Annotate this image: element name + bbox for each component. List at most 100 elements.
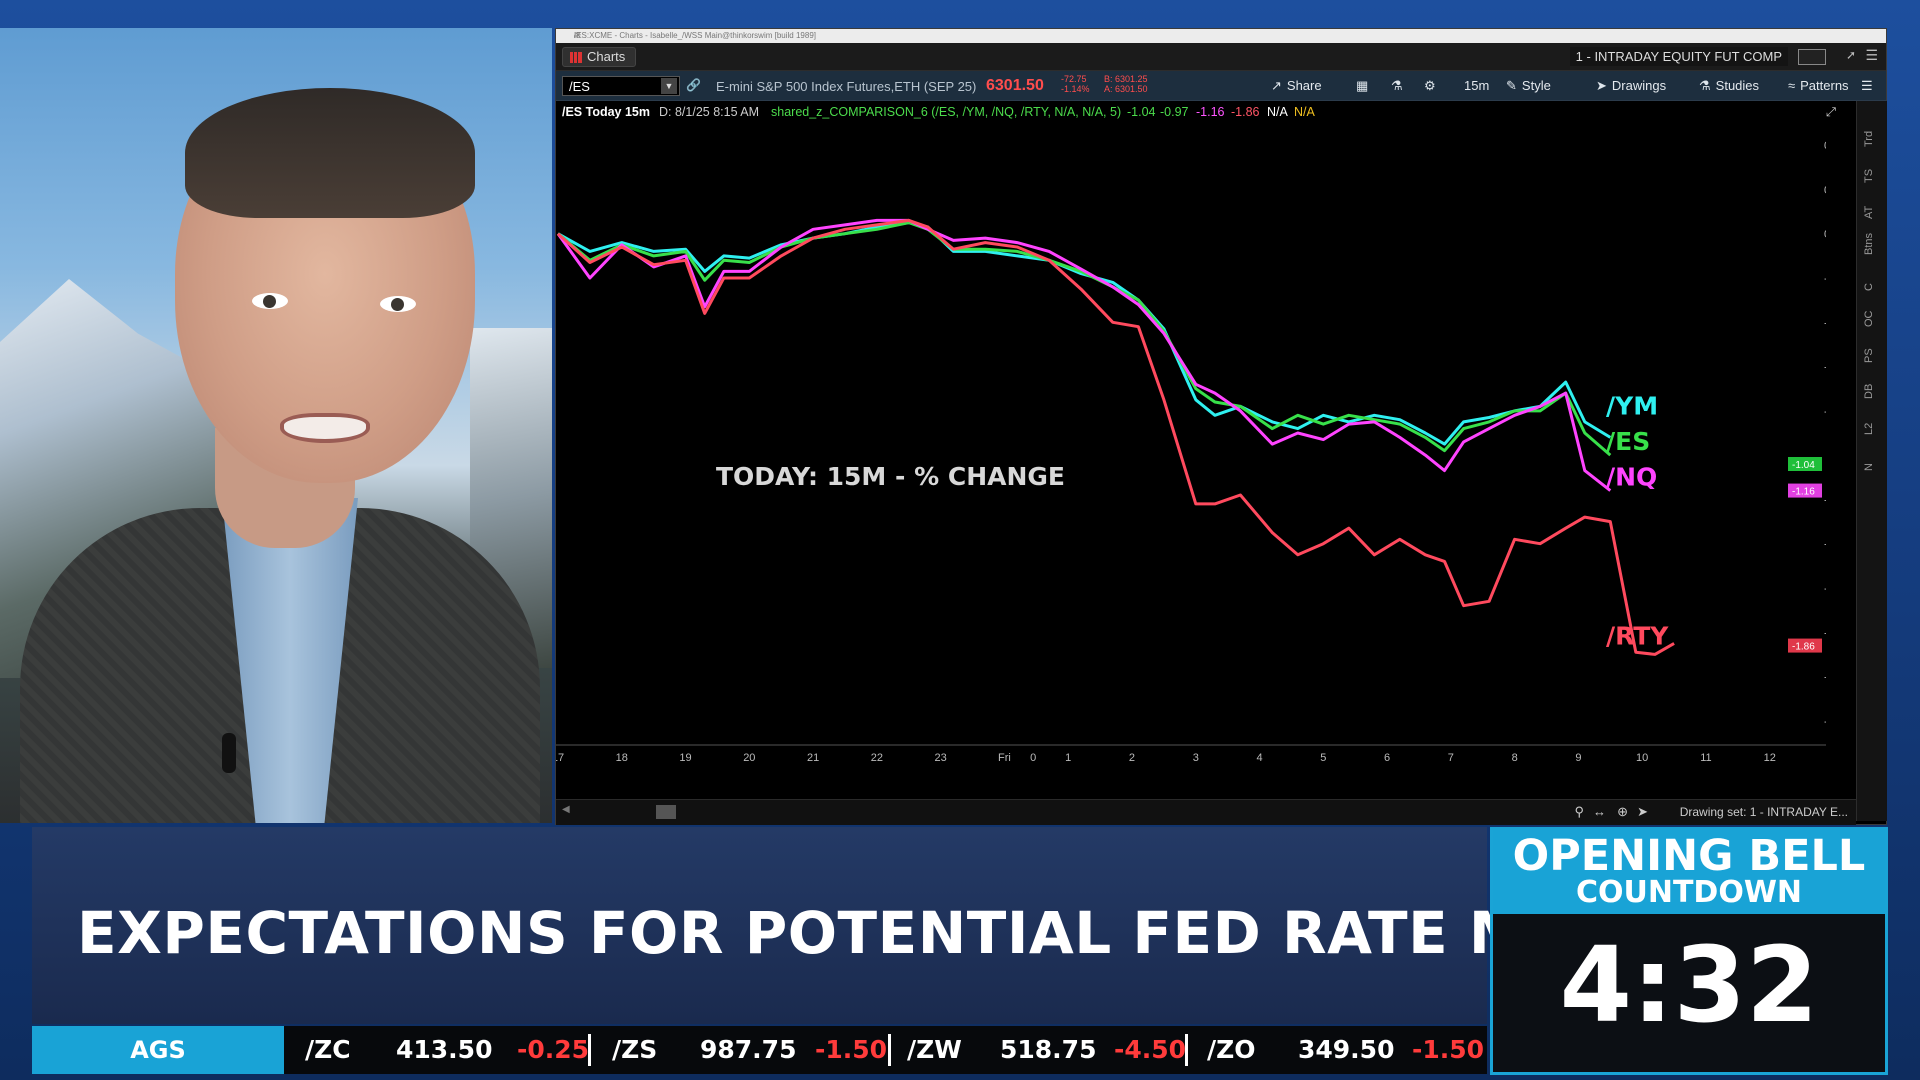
zoom-icon[interactable]: ⚲ (1574, 804, 1584, 819)
symbol-input[interactable]: /ES ▼ (562, 76, 680, 96)
x-tick-label: 0 (1030, 752, 1036, 764)
x-tick-label: 3 (1193, 752, 1199, 764)
share-button[interactable]: ↗ Share (1271, 78, 1322, 94)
side-tab-strip: Trd TS AT Btns C OC PS DB L2 N (1856, 101, 1887, 821)
studies-icon: ⚗ (1699, 78, 1711, 93)
side-tab-ts[interactable]: TS (1863, 168, 1875, 183)
ticker-divider (1185, 1034, 1188, 1066)
crosshair-icon[interactable]: ⊕ (1617, 804, 1628, 819)
last-price: 6301.50 (986, 77, 1044, 94)
series-line-ym[interactable] (557, 221, 1612, 446)
price-tag (1788, 457, 1822, 471)
drawing-set[interactable]: Drawing set: 1 - INTRADAY E... (1679, 805, 1848, 819)
studies-label: Studies (1715, 78, 1760, 93)
ticker-symbol: /ZO (1207, 1035, 1256, 1064)
link-icon[interactable]: 🔗 (686, 78, 701, 92)
x-tick-label: 9 (1575, 752, 1581, 764)
maximize-icon[interactable]: □ (574, 30, 580, 40)
chart-plot-area[interactable]: 0.4 0.2 0 -0.2 -0.4 -0.6 -0.8 -1.2 -1.4 -1.6 -1.8 -… (556, 123, 1826, 813)
settings-button[interactable]: ⚙ (1424, 78, 1441, 94)
scroll-left-icon[interactable]: ◀ (562, 804, 570, 815)
study-value-3: -1.16 (1196, 105, 1225, 119)
side-tab-ps[interactable]: PS (1863, 348, 1875, 363)
menu-icon[interactable]: ☰ (1865, 47, 1878, 63)
study-value-2: -0.97 (1160, 105, 1189, 119)
chevron-down-icon[interactable]: ▼ (661, 78, 677, 94)
series-label-es: /ES (1606, 427, 1650, 456)
side-tab-oc[interactable]: OC (1863, 310, 1875, 328)
x-tick-label: 4 (1256, 752, 1262, 764)
bid-price: B: 6301.25 (1104, 74, 1148, 84)
tab-charts[interactable]: Charts (562, 47, 637, 67)
style-button[interactable]: ✎ Style (1506, 78, 1551, 94)
patterns-button[interactable]: ≈ Patterns (1788, 78, 1849, 93)
ticker-change: -0.25 (517, 1035, 590, 1064)
ticker-symbol: /ZS (612, 1035, 658, 1064)
charts-window: /ES:XCME - Charts - Isabelle_/WSS Main@t… (555, 28, 1887, 825)
pan-icon[interactable]: ↔ (1593, 804, 1606, 819)
share-label: Share (1286, 78, 1322, 93)
series-label-rty: /RTY (1606, 622, 1669, 651)
tab-bar: Charts 1 - INTRADAY EQUITY FUT COMP ➚ ☰ (556, 43, 1886, 71)
side-tab-db[interactable]: DB (1863, 383, 1875, 399)
share-icon: ↗ (1271, 78, 1282, 93)
minimize-icon[interactable]: – (574, 30, 580, 40)
study-value-5: N/A (1267, 105, 1288, 119)
series-line-es[interactable] (557, 221, 1612, 457)
patterns-icon: ≈ (1788, 78, 1796, 93)
side-tab-c[interactable]: C (1863, 283, 1875, 291)
x-tick-label: 22 (871, 752, 883, 764)
x-tick-label: 5 (1320, 752, 1326, 764)
pin-icon[interactable]: ➚ (1845, 48, 1856, 62)
series-line-rty[interactable] (556, 218, 1675, 656)
cursor-date: D: 8/1/25 8:15 AM (659, 105, 760, 119)
study-value-1: -1.04 (1127, 105, 1156, 119)
style-label: Style (1521, 78, 1551, 93)
toolbar-menu-icon[interactable]: ☰ (1861, 78, 1873, 93)
side-tab-at[interactable]: AT (1863, 205, 1875, 219)
x-tick-label: 23 (935, 752, 947, 764)
x-tick-label: 19 (679, 752, 691, 764)
ticker-change: -1.50 (815, 1035, 888, 1064)
timeframe-button[interactable]: 15m (1464, 78, 1490, 93)
ticker-price: 413.50 (396, 1035, 493, 1064)
chart-title: TODAY: 15M - % CHANGE (716, 462, 1065, 491)
grid-layout-icon[interactable] (1798, 49, 1826, 65)
window-titlebar[interactable]: /ES:XCME - Charts - Isabelle_/WSS Main@t… (556, 29, 1886, 43)
study-name[interactable]: shared_z_COMPARISON_6 (/ES, /YM, /NQ, /R… (771, 105, 1122, 119)
calendar-button[interactable]: ▦ (1356, 78, 1373, 94)
grid-name[interactable]: 1 - INTRADAY EQUITY FUT COMP (1569, 47, 1788, 66)
patterns-label: Patterns (1800, 78, 1849, 93)
net-change: -72.75 -1.14% (1061, 74, 1090, 94)
calendar-icon: ▦ (1356, 78, 1369, 93)
style-icon: ✎ (1506, 78, 1517, 93)
scroll-handle[interactable] (656, 805, 676, 819)
ticker-symbol: /ZW (907, 1035, 962, 1064)
lapel-microphone (222, 733, 236, 773)
x-tick-label: Fri (998, 752, 1011, 764)
studies-button[interactable]: ⚗ Studies (1699, 78, 1759, 94)
side-tab-n[interactable]: N (1863, 463, 1875, 471)
expand-icon[interactable]: ⤢ (1826, 105, 1837, 119)
side-tab-trd[interactable]: Trd (1863, 130, 1875, 147)
presenter-eye-left (252, 293, 288, 309)
side-tab-btns[interactable]: Btns (1863, 232, 1875, 255)
y-tick-label: 0.2 (1824, 184, 1826, 196)
close-icon[interactable]: ✕ (574, 30, 582, 40)
x-tick-label: 8 (1512, 752, 1518, 764)
countdown-title: OPENING BELL (1512, 831, 1866, 881)
y-tick-label: -2.2 (1824, 716, 1826, 728)
chart-toolbar: /ES ▼ 🔗 E-mini S&P 500 Index Futures,ETH… (556, 71, 1886, 101)
drawings-button[interactable]: ➤ Drawings (1596, 78, 1666, 94)
flask-button[interactable]: ⚗ (1391, 78, 1408, 94)
comparison-chart[interactable]: 0.4 0.2 0 -0.2 -0.4 -0.6 -0.8 -1.2 -1.4 -1.6 -1.8 -… (556, 123, 1826, 813)
side-tab-l2[interactable]: L2 (1863, 422, 1875, 435)
x-tick-label: 20 (743, 752, 755, 764)
series-line-nq[interactable] (556, 218, 1612, 492)
net-change-value: -72.75 (1061, 74, 1087, 84)
bid-ask: B: 6301.25 A: 6301.50 (1104, 74, 1148, 94)
countdown-subtitle: COUNTDOWN (1575, 875, 1803, 910)
x-tick-label: 12 (1764, 752, 1776, 764)
pointer-icon[interactable]: ➤ (1637, 804, 1648, 819)
countdown-panel: OPENING BELL COUNTDOWN 4:32 (1490, 827, 1888, 1075)
